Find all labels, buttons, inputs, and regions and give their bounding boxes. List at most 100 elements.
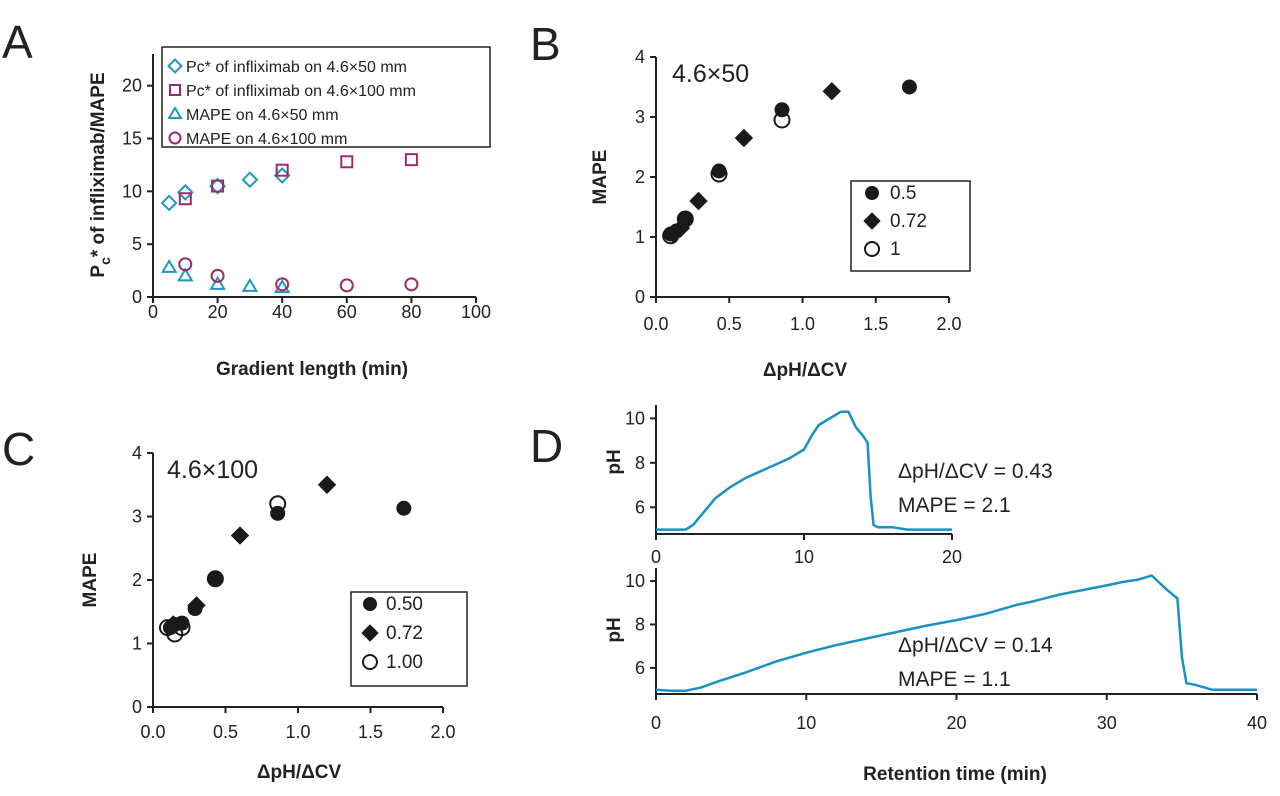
- panel-label-a: A: [2, 16, 33, 68]
- data-point: [176, 183, 194, 201]
- legend-label: Pc* of infliximab on 4.6×50 mm: [186, 59, 407, 76]
- plot-c: 0.0 0.5 1.0 1.5 2.0 0 1 2 3 4 ΔpH/ΔCV MAPE 4.6×100 0.…: [80, 443, 468, 783]
- x-tick-label: 30: [1097, 713, 1117, 733]
- data-point: [676, 210, 694, 228]
- data-point: [178, 257, 193, 272]
- curve-annotation: ΔpH/ΔCV = 0.43: [898, 460, 1053, 483]
- plot-d-2: 0 10 20 30 40 6 8 10 Retention time (min) pH ΔpH/Δ…: [604, 568, 1267, 785]
- legend-marker: [865, 186, 879, 200]
- data-point: [187, 596, 206, 615]
- x-tick-label: 1.0: [285, 722, 310, 742]
- data-point: [773, 111, 791, 129]
- panel-label-b: B: [530, 18, 561, 70]
- y-tick-label: 4: [132, 443, 142, 463]
- ph-trace-line: [656, 410, 952, 531]
- y-tick-label: 20: [122, 76, 142, 96]
- series-3: [178, 257, 419, 293]
- data-point: [396, 500, 412, 516]
- y-tick-label: 0: [132, 697, 142, 717]
- plot-b: 0.0 0.5 1.0 1.5 2.0 0 1 2 3 4 ΔpH/ΔCV MAPE 4.6×50 0.5…: [590, 47, 971, 381]
- y-tick-label: 3: [635, 107, 645, 127]
- curve-annotation: MAPE = 2.1: [898, 494, 1011, 517]
- data-point: [710, 165, 728, 183]
- legend-marker: [864, 241, 880, 257]
- y-tick-label: 4: [635, 47, 645, 67]
- data-point: [404, 277, 419, 292]
- x-tick-label: 0.5: [717, 314, 742, 334]
- plot-d-1: 0 10 20 6 8 10 pH ΔpH/ΔCV = 0.43 MAPE = 2.1: [604, 405, 1053, 567]
- x-tick-label: 60: [337, 302, 357, 322]
- legend-marker: [168, 131, 182, 145]
- y-tick-label: 2: [635, 167, 645, 187]
- y-tick-label: 10: [625, 408, 645, 428]
- legend: 0.5 0.72 1: [850, 180, 971, 272]
- x-axis-label: ΔpH/ΔCV: [257, 762, 342, 783]
- data-point: [241, 277, 259, 292]
- legend-label: 0.5: [890, 183, 916, 204]
- data-point: [230, 526, 250, 545]
- series-2: [160, 258, 291, 293]
- series-1: [178, 153, 418, 206]
- x-tick-label: 2.0: [430, 722, 455, 742]
- y-tick-label: 5: [132, 234, 142, 254]
- x-tick-label: 40: [1247, 713, 1267, 733]
- data-point: [177, 267, 194, 282]
- legend: Pc* of infliximab on 4.6×50 mm Pc* of inf…: [161, 46, 491, 148]
- x-tick-label: 10: [796, 713, 816, 733]
- data-point: [317, 475, 337, 494]
- data-point: [734, 128, 754, 148]
- x-tick-label: 1.5: [863, 314, 888, 334]
- data-point: [822, 81, 842, 101]
- data-point: [275, 163, 289, 177]
- y-axis-label: pH: [604, 449, 625, 474]
- legend-label: MAPE on 4.6×50 mm: [186, 107, 339, 124]
- data-point: [689, 191, 708, 211]
- series-0: [160, 167, 291, 212]
- data-point: [178, 192, 192, 206]
- data-point: [662, 227, 680, 245]
- x-tick-label: 40: [272, 302, 292, 322]
- legend-marker: [863, 212, 881, 230]
- x-tick-label: 0: [651, 713, 661, 733]
- panel-a-ylabel: Pc* of infliximab/MAPE: [88, 72, 113, 277]
- panel-label-d: D: [530, 420, 563, 472]
- column-annotation: 4.6×100: [167, 456, 258, 484]
- legend-label: 0.50: [386, 594, 423, 615]
- y-axis-label: MAPE: [80, 553, 101, 608]
- data-point: [160, 258, 178, 273]
- x-tick-label: 20: [942, 547, 962, 567]
- curve-annotation: MAPE = 1.1: [898, 668, 1011, 691]
- x-tick-label: 1.5: [358, 722, 383, 742]
- legend-marker: [167, 106, 183, 119]
- data-point: [210, 268, 225, 283]
- y-tick-label: 10: [625, 571, 645, 591]
- legend-label: 0.72: [386, 623, 423, 644]
- data-point: [404, 153, 418, 167]
- x-axis-label: ΔpH/ΔCV: [763, 360, 848, 381]
- data-point: [275, 277, 290, 292]
- data-point: [340, 155, 354, 169]
- column-annotation: 4.6×50: [672, 60, 749, 88]
- legend-marker: [361, 624, 379, 642]
- data-point: [241, 171, 259, 189]
- plot-a: 0 20 40 60 80 100 0 5 10 15 20 Gradient length (min…: [122, 46, 491, 380]
- x-axis-label: Retention time (min): [863, 764, 1047, 785]
- ph-trace-line: [655, 574, 1257, 692]
- legend-label: 1.00: [386, 652, 423, 673]
- legend-marker: [169, 84, 181, 96]
- y-axis-label: MAPE: [590, 150, 611, 205]
- legend-label: Pc* of infliximab on 4.6×100 mm: [186, 83, 416, 100]
- y-tick-label: 1: [132, 634, 142, 654]
- legend: 0.50 0.72 1.00: [350, 591, 468, 687]
- data-point: [269, 495, 287, 513]
- x-tick-label: 0: [651, 547, 661, 567]
- x-tick-label: 100: [461, 302, 491, 322]
- y-tick-label: 0: [635, 287, 645, 307]
- panel-label-c: C: [2, 423, 35, 475]
- y-tick-label: 1: [635, 227, 645, 247]
- legend-label: 0.72: [890, 211, 927, 232]
- series-2: [159, 495, 287, 643]
- y-tick-label: 6: [635, 497, 645, 517]
- x-tick-label: 0.5: [213, 722, 238, 742]
- data-point: [211, 179, 225, 193]
